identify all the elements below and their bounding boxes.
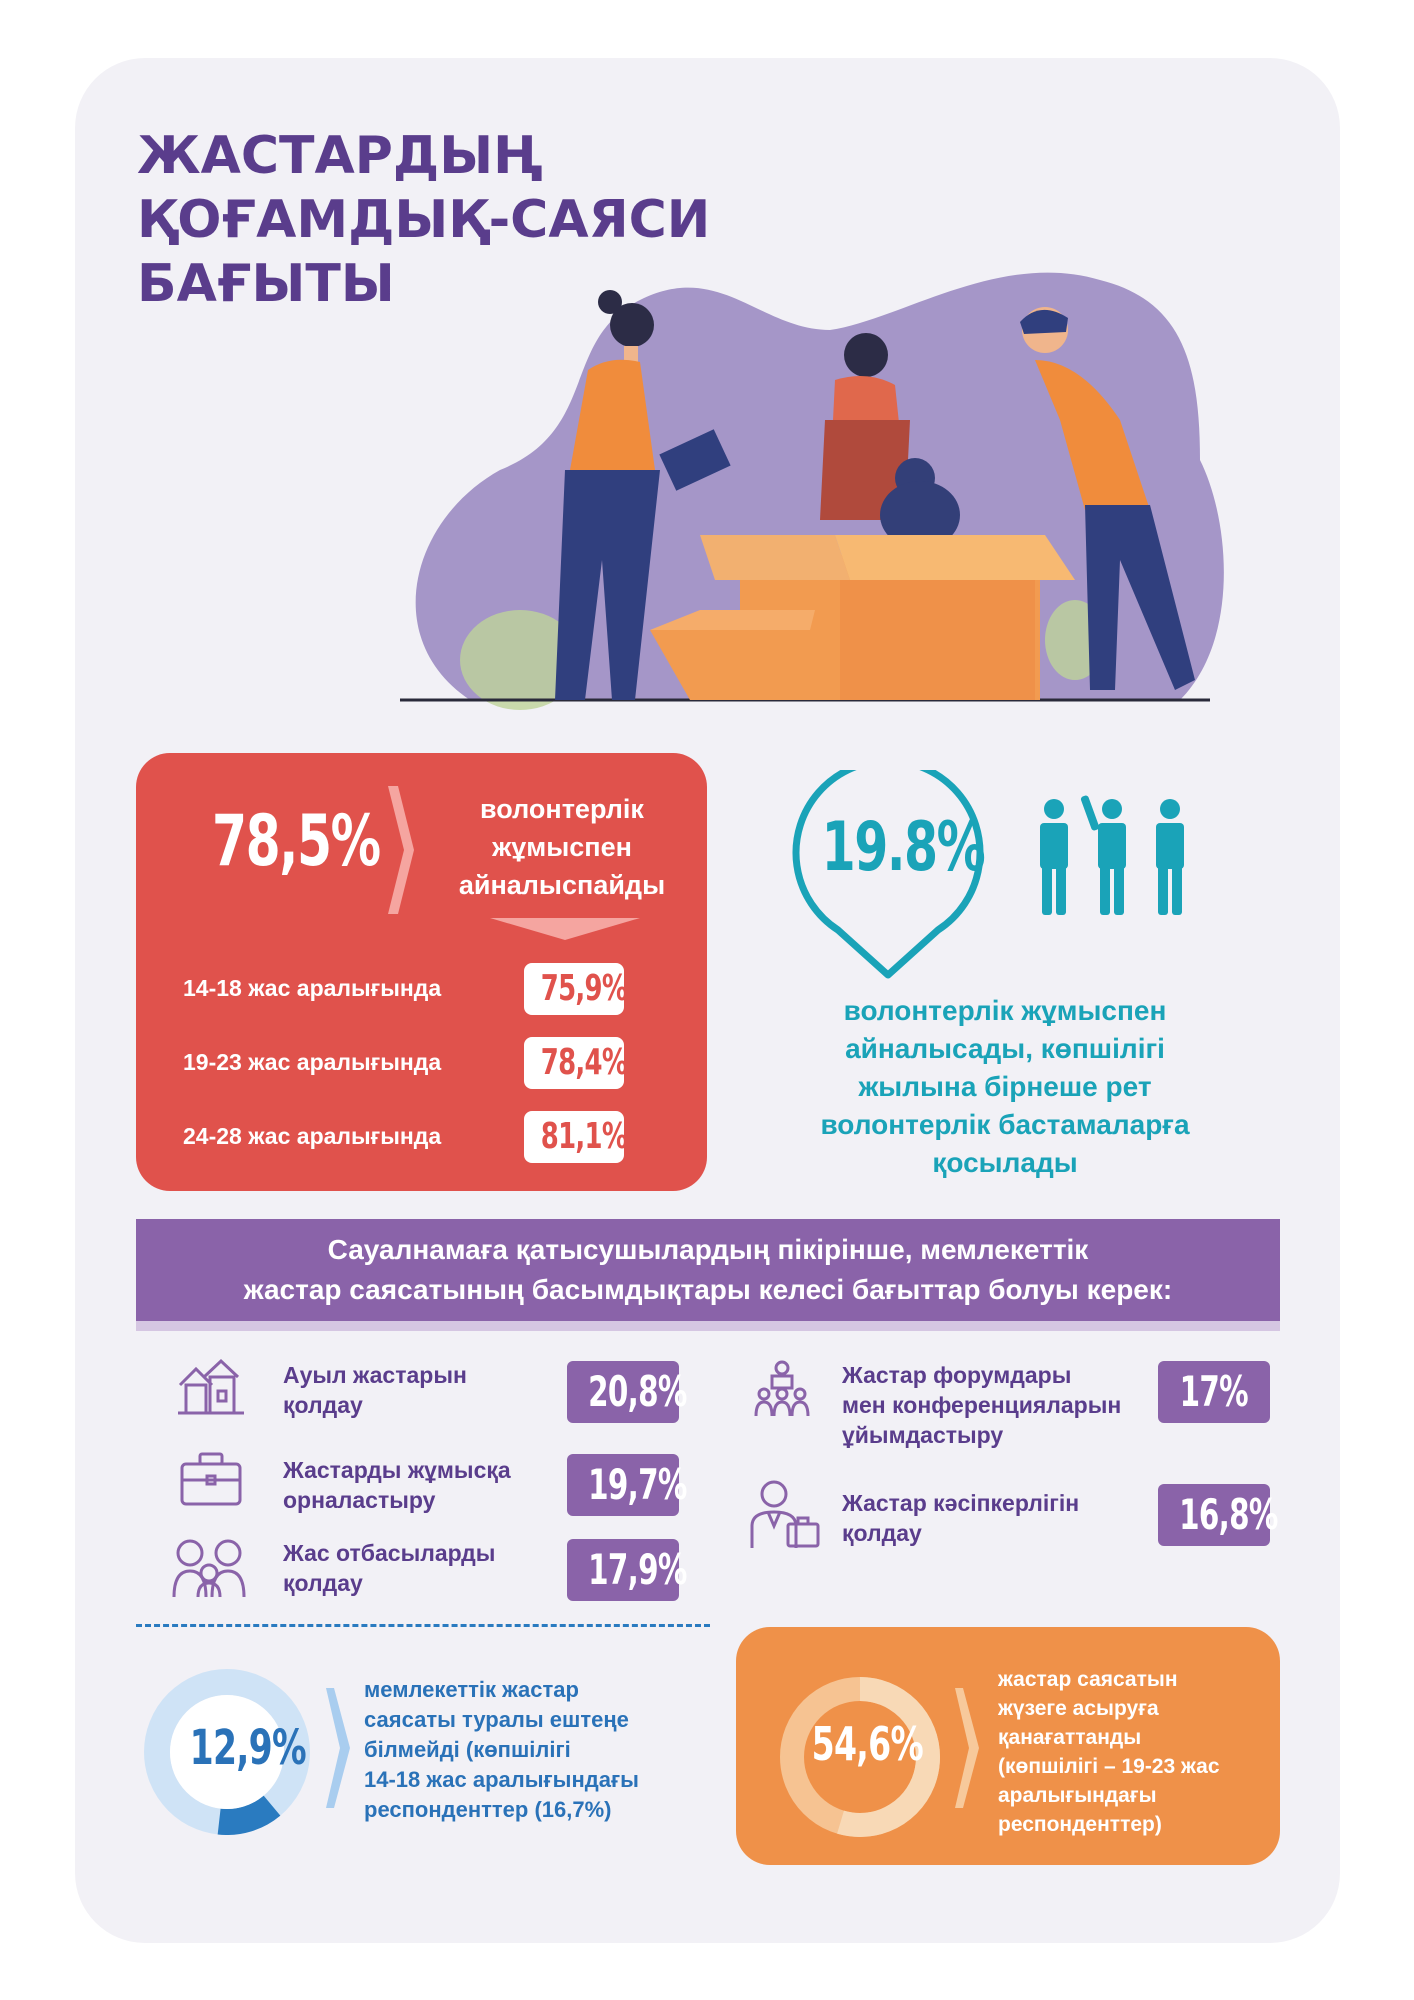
family-icon <box>172 1539 246 1598</box>
unaware-donut-chart <box>144 1669 310 1835</box>
desc-line: респонденттер) <box>998 1813 1162 1836</box>
businessman-icon <box>750 1480 820 1548</box>
desc-line: қосылады <box>932 1147 1078 1178</box>
desc-line: қанағаттанды <box>998 1726 1142 1749</box>
priority-label: Жас отбасыларды қолдау <box>283 1540 496 1596</box>
donut-center <box>170 1695 284 1809</box>
desc-line: волонтерлік жұмыспен <box>843 995 1167 1026</box>
banner-underline <box>136 1321 1280 1331</box>
arrow-right-icon <box>326 1688 350 1808</box>
age-group-value: 81,1% <box>524 1111 628 1163</box>
desc-line: (көпшілігі – 19-23 жас <box>998 1755 1220 1778</box>
priority-value: 17% <box>1158 1361 1270 1423</box>
location-pin-icon <box>792 770 984 979</box>
label-line: айналыспайды <box>458 870 666 900</box>
village-house-icon <box>178 1358 244 1415</box>
age-group-label: 24-28 жас аралығында <box>183 1123 442 1149</box>
heading-line: Сауалнамаға қатысушылардың пікірінше, ме… <box>327 1234 1089 1265</box>
arrow-right-icon <box>955 1688 979 1808</box>
people-group-icon <box>1040 795 1184 915</box>
desc-line: жастар саясатын <box>998 1668 1178 1691</box>
desc-line: саясаты туралы ештеңе <box>364 1707 629 1732</box>
age-group-label: 14-18 жас аралығында <box>183 975 442 1001</box>
priority-value: 17,9% <box>567 1539 687 1601</box>
title-line: ҚОҒАМДЫҚ-САЯСИ <box>137 190 711 250</box>
priority-value: 20,8% <box>567 1361 687 1423</box>
desc-line: жылына бірнеше рет <box>858 1071 1152 1102</box>
desc-line: айналысады, көпшілігі <box>845 1033 1165 1064</box>
priority-label: Ауыл жастарын қолдау <box>283 1362 467 1418</box>
desc-line: мемлекеттік жастар <box>364 1677 579 1702</box>
label-line: волонтерлік <box>480 794 644 824</box>
title-line: БАҒЫТЫ <box>137 254 395 314</box>
desc-line: аралығындағы <box>998 1784 1157 1807</box>
arrow-right-icon <box>388 786 414 914</box>
conference-icon <box>754 1360 810 1417</box>
section-divider <box>136 1624 710 1627</box>
desc-line: 14-18 жас аралығындағы <box>364 1767 639 1792</box>
not-volunteering-percent: 78,5% <box>212 800 381 882</box>
briefcase-icon <box>180 1452 242 1506</box>
heading-line: жастар саясатының басымдықтары келесі ба… <box>243 1274 1173 1305</box>
desc-line: білмейді (көпшілігі <box>364 1737 571 1762</box>
desc-line: волонтерлік бастамаларға <box>820 1109 1190 1140</box>
page-title: ЖАСТАРДЫҢ ҚОҒАМДЫҚ-САЯСИ БАҒЫТЫ <box>137 124 837 316</box>
priority-label: Жастар форумдары мен конференцияларын ұйым… <box>842 1362 1122 1448</box>
donut-value-arc <box>144 1669 310 1835</box>
volunteering-percent: 19.8% <box>821 808 986 887</box>
satisfied-donut-chart <box>780 1677 940 1837</box>
desc-line: жүзеге асыруға <box>998 1697 1159 1720</box>
title-line: ЖАСТАРДЫҢ <box>137 126 543 186</box>
desc-line: респонденттер (16,7%) <box>364 1797 612 1822</box>
priorities-heading: Сауалнамаға қатысушылардың пікірінше, ме… <box>136 1230 1280 1310</box>
donut-value-arc <box>780 1677 940 1837</box>
age-group-value: 75,9% <box>524 963 628 1015</box>
priorities-banner <box>136 1219 1280 1321</box>
age-group-value: 78,4% <box>524 1037 628 1089</box>
volunteers-illustration <box>400 272 1224 710</box>
age-group-label: 19-23 жас аралығында <box>183 1049 442 1075</box>
label-line: жұмыспен <box>492 832 632 862</box>
unaware-percent: 12,9% <box>189 1720 307 1776</box>
priority-value: 19,7% <box>567 1454 687 1516</box>
satisfied-description: жастар саясатын жүзеге асыруға қанағатта… <box>998 1665 1278 1839</box>
volunteering-description: волонтерлік жұмыспен айналысады, көпшілі… <box>780 992 1230 1182</box>
priority-label: Жастар кәсіпкерлігін қолдау <box>842 1490 1080 1546</box>
not-volunteering-label: волонтерлік жұмыспен айналыспайды <box>437 790 687 904</box>
satisfied-percent: 54,6% <box>811 1717 924 1771</box>
priority-value: 16,8% <box>1158 1484 1278 1546</box>
priority-label: Жастарды жұмысқа орналастыру <box>283 1457 511 1513</box>
arrow-down-icon <box>490 918 640 940</box>
unaware-description: мемлекеттік жастар саясаты туралы ештеңе… <box>364 1675 704 1825</box>
